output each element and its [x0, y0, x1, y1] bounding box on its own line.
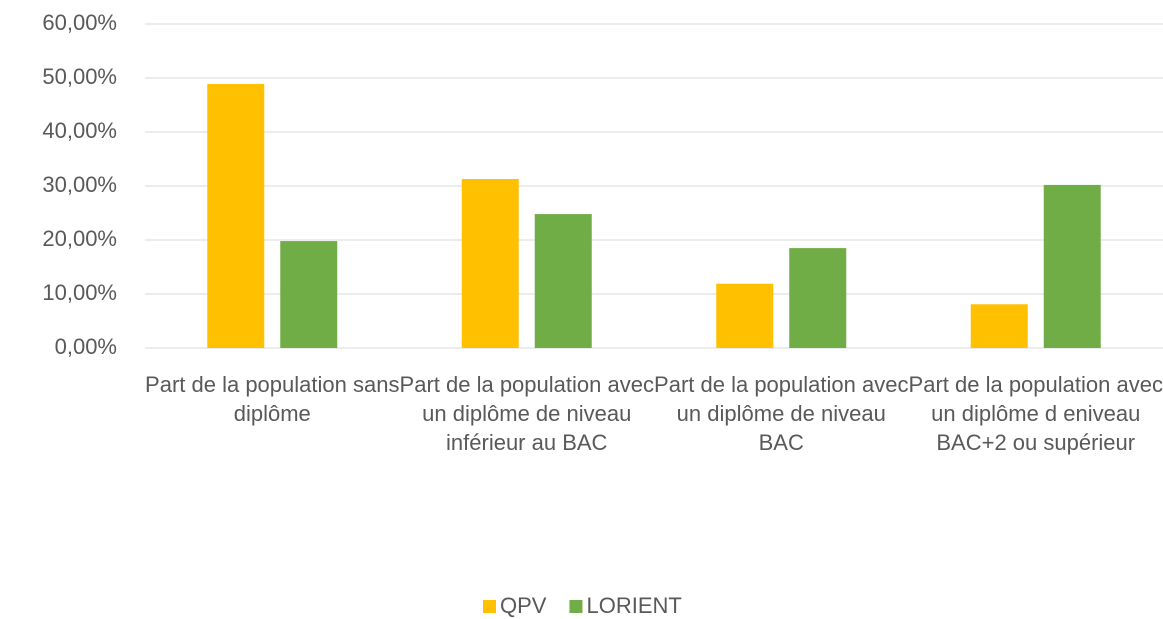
- y-tick-label: 50,00%: [42, 64, 117, 89]
- x-tick-label: Part de la population sans diplôme: [145, 372, 399, 426]
- bar: [534, 214, 592, 348]
- bar: [280, 241, 338, 348]
- legend-swatch: [483, 600, 496, 613]
- bar: [789, 248, 847, 348]
- bar: [1043, 184, 1101, 348]
- bar: [970, 304, 1028, 348]
- bar: [461, 178, 519, 348]
- legend-label: QPV: [500, 593, 547, 618]
- y-tick-label: 40,00%: [42, 118, 117, 143]
- y-tick-label: 10,00%: [42, 280, 117, 305]
- y-tick-label: 20,00%: [42, 226, 117, 251]
- legend-label: LORIENT: [586, 593, 681, 618]
- bar: [716, 283, 774, 348]
- y-tick-label: 60,00%: [42, 10, 117, 35]
- y-tick-label: 30,00%: [42, 172, 117, 197]
- x-tick-label: Part de la population avec un diplôme de …: [400, 372, 654, 455]
- bar: [207, 83, 265, 348]
- x-tick-label: Part de la population avec un diplôme de …: [654, 372, 908, 455]
- legend-swatch: [569, 600, 583, 613]
- x-tick-label: Part de la population avec un diplôme d e…: [909, 372, 1163, 455]
- y-tick-label: 0,00%: [55, 334, 117, 359]
